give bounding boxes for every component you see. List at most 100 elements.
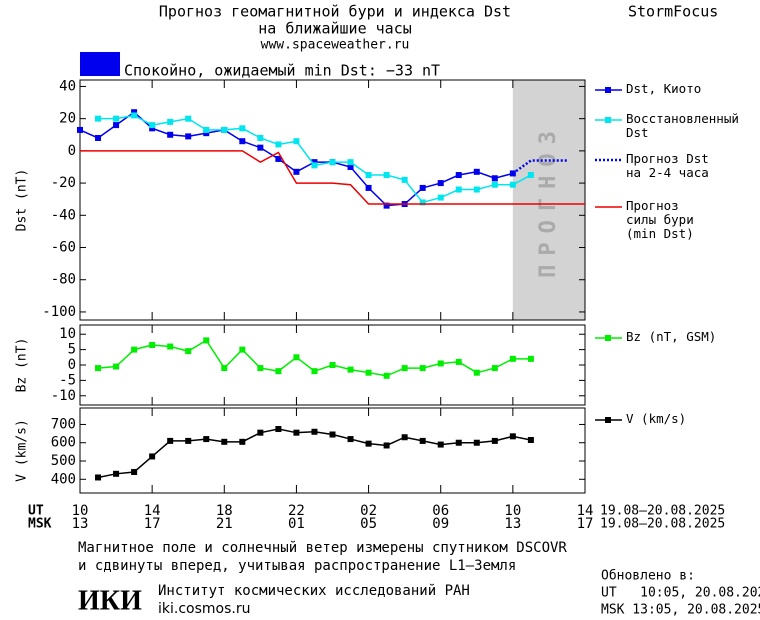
y-tick-label: 400 [51, 471, 76, 487]
marker [509, 355, 516, 362]
marker [95, 474, 102, 481]
series-line [79, 111, 514, 207]
marker [347, 436, 354, 443]
y-axis-label: Bz (nT) [15, 338, 30, 393]
y-tick-label: 10 [59, 326, 76, 342]
marker [491, 437, 498, 444]
marker [131, 468, 138, 475]
marker [293, 354, 300, 361]
marker [383, 202, 390, 209]
marker [185, 437, 192, 444]
marker [257, 365, 264, 372]
updated-msk: MSK 13:05, 20.08.2025 [601, 603, 760, 618]
note: Магнитное поле и солнечный ветер измерен… [78, 540, 567, 556]
marker [149, 453, 156, 460]
marker [221, 126, 228, 133]
marker [257, 144, 264, 151]
marker [365, 369, 372, 376]
marker [311, 428, 318, 435]
marker [221, 365, 228, 372]
legend-label: Прогноз Dst на 2-4 часа [626, 151, 709, 180]
marker [113, 115, 120, 122]
status-text: Спокойно, ожидаемый min Dst: −33 nT [124, 62, 440, 80]
site: iki.cosmos.ru [158, 601, 250, 617]
marker [419, 437, 426, 444]
title: Прогноз геомагнитной бури и индекса Dst [159, 3, 511, 21]
marker [491, 365, 498, 372]
x-tick-label: 18 [216, 503, 233, 519]
marker [149, 122, 156, 129]
marker [455, 186, 462, 193]
marker [473, 168, 480, 175]
url: www.spaceweather.ru [261, 38, 410, 53]
y-tick-label: -80 [51, 272, 76, 288]
logo: ИКИ [78, 585, 142, 616]
marker [437, 180, 444, 187]
ut-label: UT [28, 504, 44, 519]
marker [455, 439, 462, 446]
x-tick-label: 10 [504, 503, 521, 519]
status-swatch [80, 52, 120, 76]
marker [383, 442, 390, 449]
y-tick-label: 0 [68, 143, 76, 159]
marker [437, 194, 444, 201]
marker [95, 365, 102, 372]
marker [329, 159, 336, 166]
marker [149, 342, 156, 348]
marker [257, 134, 264, 141]
marker [239, 125, 246, 132]
marker [203, 126, 210, 133]
legend-marker [605, 335, 611, 341]
marker [131, 109, 138, 116]
marker [131, 346, 138, 353]
legend-marker [605, 417, 611, 423]
marker [239, 346, 246, 353]
marker [365, 172, 372, 179]
marker [257, 429, 264, 436]
marker [473, 369, 480, 376]
y-axis-label: V (km/s) [15, 419, 30, 482]
marker [401, 434, 408, 441]
legend-label: Прогноз силы бури (min Dst) [626, 198, 694, 241]
marker [239, 138, 246, 145]
y-axis-label: Dst (nT) [15, 169, 30, 232]
legend-label: V (km/s) [626, 411, 687, 426]
x-tick-label-msk: 17 [577, 516, 594, 532]
marker [311, 162, 318, 169]
x-tick-label: 22 [288, 503, 305, 519]
marker [275, 155, 282, 162]
marker [185, 115, 192, 122]
note: и сдвинуты вперед, учитывая распростране… [78, 558, 516, 574]
marker [509, 181, 516, 188]
marker [347, 163, 354, 170]
msk-label: MSK [28, 517, 52, 532]
marker [365, 184, 372, 191]
x-tick-label-msk: 13 [72, 516, 89, 532]
marker [527, 355, 534, 362]
y-tick-label: -10 [51, 388, 76, 404]
marker [203, 337, 210, 344]
marker [293, 138, 300, 145]
x-tick-label-msk: 05 [360, 516, 377, 532]
y-tick-label: 600 [51, 435, 76, 451]
marker [437, 360, 444, 367]
legend-label: Dst, Киото [626, 81, 702, 96]
y-tick-label: 0 [68, 357, 76, 373]
marker [347, 366, 354, 373]
x-tick-label-msk: 09 [432, 516, 449, 532]
marker [365, 440, 372, 447]
marker [527, 172, 534, 179]
legend-marker [605, 117, 611, 123]
y-tick-label: -5 [59, 372, 76, 388]
marker [203, 436, 210, 443]
marker [167, 343, 174, 350]
forecast-region [512, 80, 585, 320]
marker [473, 439, 480, 446]
legend-label: Bz (nT, GSM) [626, 329, 717, 344]
marker [185, 348, 192, 355]
x-tick-label: 14 [144, 503, 161, 519]
marker [311, 159, 318, 166]
y-tick-label: 20 [59, 111, 76, 127]
marker [455, 358, 462, 365]
